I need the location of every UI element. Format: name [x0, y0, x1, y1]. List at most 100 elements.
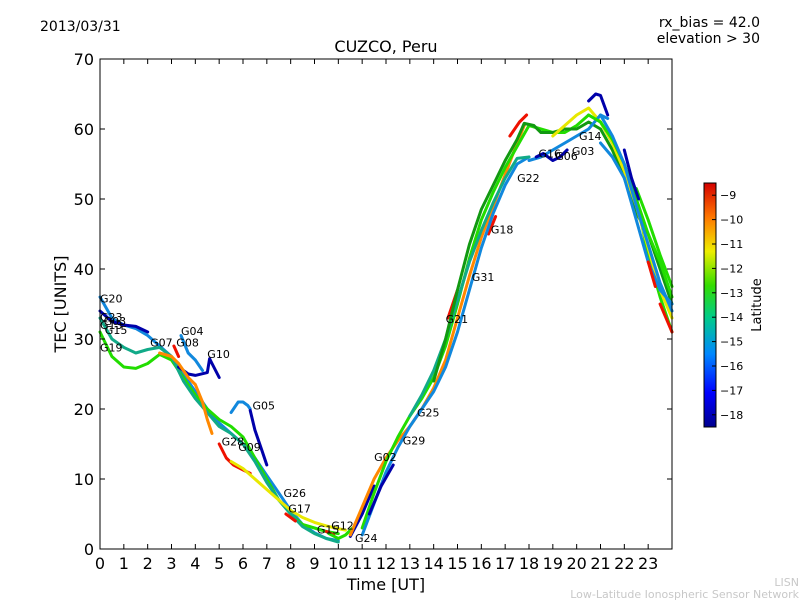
- x-tick-label: 16: [471, 554, 491, 573]
- series-line-g07: [599, 141, 674, 306]
- satellite-label-g17: G17: [288, 503, 311, 516]
- satellite-label-g02: G02: [374, 451, 397, 464]
- series-line-g16: [527, 113, 610, 162]
- colorbar-tick-label: −11: [720, 238, 743, 251]
- colorbar-label: Latitude: [750, 278, 765, 332]
- series-line-g17: [284, 512, 297, 523]
- colorbar-tick-label: −17: [720, 384, 743, 397]
- satellite-label-g13: G13: [100, 319, 123, 332]
- satellite-label-g04: G04: [181, 325, 204, 338]
- x-tick-label: 10: [328, 554, 348, 573]
- colorbar-tick-label: −16: [720, 360, 743, 373]
- x-tick-label: 5: [214, 554, 224, 573]
- series-line-g03c: [599, 113, 674, 313]
- series-line-g05: [229, 400, 252, 414]
- satellite-label-g26: G26: [284, 487, 307, 500]
- y-tick-label: 30: [74, 330, 94, 349]
- x-tick-label: 8: [286, 554, 296, 573]
- x-tick-label: 18: [519, 554, 539, 573]
- series-line-g04: [179, 334, 204, 372]
- satellite-label-g12: G12: [331, 519, 354, 532]
- colorbar-tick-label: −14: [720, 311, 743, 324]
- series-line-g09: [229, 460, 347, 532]
- x-tick-label: 17: [495, 554, 515, 573]
- series-line-g10: [177, 357, 221, 379]
- x-tick-label: 0: [95, 554, 105, 573]
- series-line-g03: [98, 316, 340, 544]
- colorbar-tick-label: −9: [720, 189, 736, 202]
- satellite-label-g29: G29: [403, 435, 426, 448]
- x-axis-ticks: 0 1 2 3 4 5 6 7 8 9 10 11 12 13 14 15 16 17 18 19 20 21 22 23: [95, 59, 658, 573]
- satellite-label-g31: G31: [472, 271, 495, 284]
- satellite-label-g23: G23: [100, 311, 123, 324]
- satellite-label-g21: G21: [446, 313, 469, 326]
- y-tick-label: 20: [74, 400, 94, 419]
- satellite-label-g14: G14: [579, 130, 602, 143]
- rx-bias-label: rx_bias = 42.0: [659, 15, 760, 31]
- series-line-g31: [408, 155, 531, 418]
- series-line-g16b: [534, 148, 569, 162]
- satellite-label-g08: G08: [176, 337, 199, 350]
- satellite-label-g03: G03: [104, 315, 127, 328]
- satellite-label-g24: G24: [355, 532, 378, 545]
- x-tick-label: 9: [309, 554, 319, 573]
- plot-lines: [98, 92, 674, 544]
- date-label: 2013/03/31: [40, 19, 121, 35]
- x-tick-label: 15: [447, 554, 467, 573]
- x-tick-label: 3: [166, 554, 176, 573]
- y-tick-label: 60: [74, 120, 94, 139]
- colorbar-tick-label: −13: [720, 287, 743, 300]
- chart-title: CUZCO, Peru: [334, 37, 437, 56]
- satellite-label-g20: G20: [100, 293, 123, 306]
- x-tick-label: 4: [190, 554, 200, 573]
- satellite-label-g03: G03: [572, 145, 595, 158]
- series-line-g02: [348, 124, 526, 537]
- satellite-label-g06: G06: [555, 150, 578, 163]
- series-line-g30: [658, 302, 674, 334]
- x-tick-label: 22: [614, 554, 634, 573]
- satellite-label-g19: G19: [100, 342, 123, 355]
- elevation-label: elevation > 30: [657, 31, 760, 47]
- colorbar-tick-label: −15: [720, 336, 743, 349]
- satellite-label-g15: G15: [105, 324, 128, 337]
- footer-network: Low-Latitude Ionospheric Sensor Network: [570, 588, 799, 600]
- satellite-label-g07: G07: [150, 337, 173, 350]
- satellite-label-g25: G25: [417, 407, 440, 420]
- x-axis-label: Time [UT]: [346, 575, 425, 594]
- x-tick-label: 1: [119, 554, 129, 573]
- footer-lisn: LISN: [774, 576, 799, 589]
- series-line-g03b: [587, 92, 610, 117]
- satellite-label-g10: G10: [207, 348, 230, 361]
- satellite-label-g16: G16: [539, 148, 562, 161]
- satellite-label-g09: G09: [238, 441, 261, 454]
- colorbar-tick-label: −18: [720, 409, 743, 422]
- x-tick-label: 2: [143, 554, 153, 573]
- x-tick-label: 21: [590, 554, 610, 573]
- satellite-label-g15: G15: [317, 524, 340, 537]
- x-tick-label: 13: [400, 554, 420, 573]
- series-line-g02r: [508, 113, 529, 138]
- y-tick-label: 0: [84, 540, 94, 559]
- y-axis-label: TEC [UNITS]: [51, 256, 70, 354]
- colorbar-ticks: −9 −10 −11 −12 −13 −14 −15 −16 −17 −18: [712, 189, 743, 422]
- series-line-g23: [98, 309, 150, 334]
- series-line-g18r: [487, 215, 498, 236]
- satellite-label-g22: G22: [517, 172, 540, 185]
- x-tick-label: 12: [376, 554, 396, 573]
- x-tick-label: 20: [566, 554, 586, 573]
- colorbar-tick-label: −10: [720, 214, 743, 227]
- satellite-label-g28: G28: [222, 435, 245, 448]
- y-axis-ticks: 0 10 20 30 40 50 60 70: [74, 50, 672, 559]
- satellite-label-g05: G05: [253, 400, 276, 413]
- y-tick-label: 70: [74, 50, 94, 69]
- series-line-g08: [158, 351, 214, 435]
- series-line-g25: [360, 155, 531, 537]
- x-tick-label: 14: [423, 554, 443, 573]
- series-line-g05b: [248, 408, 269, 467]
- series-line-g26: [622, 148, 641, 201]
- x-tick-label: 6: [238, 554, 248, 573]
- x-tick-label: 11: [352, 554, 372, 573]
- satellite-label-g18: G18: [491, 223, 514, 236]
